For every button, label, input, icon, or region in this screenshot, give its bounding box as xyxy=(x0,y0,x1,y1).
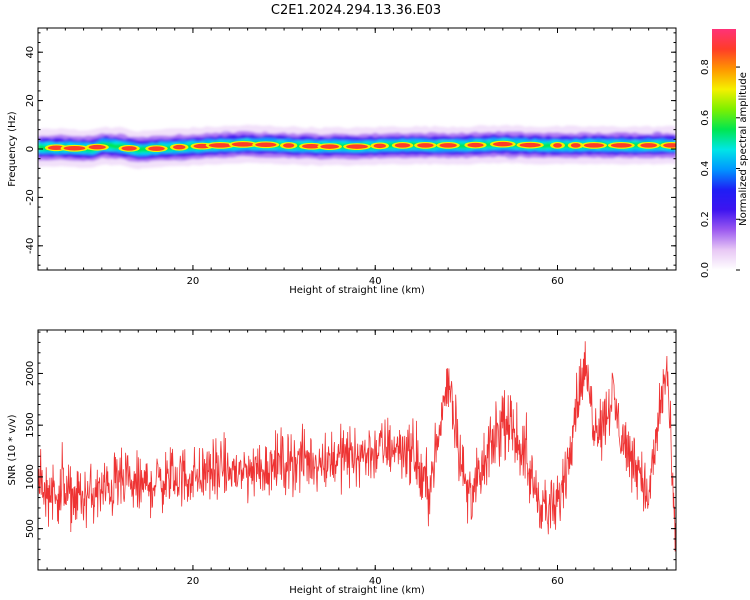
snr-y-tick-label: 2000 xyxy=(25,361,36,386)
colorbar-tick-label: 0.6 xyxy=(700,110,711,126)
spectrogram-y-tick-label: 40 xyxy=(25,46,36,59)
snr-y-tick-label: 500 xyxy=(25,519,36,538)
colorbar-tick-label: 0.4 xyxy=(700,161,711,177)
spectrogram-frame xyxy=(37,27,677,271)
spectrogram-hotspot xyxy=(373,143,386,149)
colorbar-ticks: 0.0 0.2 0.4 0.6 0.8 xyxy=(700,59,740,278)
spectrogram-hotspot xyxy=(519,142,541,148)
spectrogram-hotspot xyxy=(231,142,255,147)
spectrogram-hotspot xyxy=(63,145,86,151)
snr-x-tick-label: 60 xyxy=(551,576,564,587)
spectrogram-y-tick-label: -40 xyxy=(25,238,36,254)
snr-series-line xyxy=(38,341,676,554)
snr-frame xyxy=(37,329,677,571)
spectrogram-hotspot xyxy=(610,143,632,148)
spectrogram-hotspot xyxy=(417,143,434,148)
spectrogram-hotspot xyxy=(394,143,411,148)
spectrogram-hotspot xyxy=(439,143,457,148)
colorbar-tick-label: 0.2 xyxy=(700,211,711,227)
colorbar-tick-label: 0.8 xyxy=(700,59,711,75)
spectrogram-hotspot xyxy=(302,144,321,149)
colorbar: 0.0 0.2 0.4 0.6 0.8 Normalized spectral ampl… xyxy=(700,29,749,278)
spectrogram-hotspot xyxy=(570,143,581,148)
spectrogram-hotspot xyxy=(640,143,657,148)
spectrogram-x-tick-label: 20 xyxy=(187,276,200,287)
spectrogram-hotspot xyxy=(88,144,106,150)
spectrogram-hotspot xyxy=(467,142,484,148)
spectrogram-hotspot xyxy=(173,144,186,150)
snr-x-label: Height of straight line (km) xyxy=(289,585,425,596)
spectrogram-y-tick-label: -20 xyxy=(25,189,36,205)
spectrogram-hotspot xyxy=(346,144,368,149)
spectrogram-x-tick-label: 60 xyxy=(551,276,564,287)
snr-y-tick-label: 1000 xyxy=(25,464,36,489)
spectrogram-y-tick-label: 20 xyxy=(25,94,36,107)
colorbar-gradient xyxy=(712,29,736,270)
colorbar-label: Normalized spectral amplitude xyxy=(738,72,749,226)
spectrogram-x-tick-label: 40 xyxy=(369,276,382,287)
spectrogram-band xyxy=(38,124,676,170)
spectrogram-hotspot xyxy=(121,146,137,151)
spectrogram-hotspot xyxy=(492,141,513,147)
spectrogram-hotspot xyxy=(47,145,65,151)
spectrogram-hotspot xyxy=(553,143,562,148)
spectrogram-hotspot xyxy=(148,146,165,151)
colorbar-tick-label: 0.0 xyxy=(700,262,711,278)
spectrogram-y-tick-label: 0 xyxy=(25,146,36,152)
spectrogram-panel: 20 40 60 -40 -20 0 20 40 Height of straight lin… xyxy=(7,27,677,296)
spectrogram-hotspot xyxy=(283,143,295,148)
snr-panel: 20 40 60 500 1000 1500 2000 Height of straight… xyxy=(7,329,677,596)
snr-x-tick-label: 40 xyxy=(369,576,382,587)
spectrogram-hotspot xyxy=(583,143,604,148)
spectrogram-hotspot xyxy=(663,143,676,148)
snr-x-tick-label: 20 xyxy=(187,576,200,587)
spectrogram-x-label: Height of straight line (km) xyxy=(289,285,425,296)
spectrogram-hotspot xyxy=(255,142,277,148)
snr-y-tick-label: 1500 xyxy=(25,412,36,437)
chart-title: C2E1.2024.294.13.36.E03 xyxy=(271,3,441,18)
snr-y-label: SNR (10 * v/v) xyxy=(7,414,18,485)
spectrogram-hotspot xyxy=(320,144,339,149)
spectrogram-hotspot xyxy=(208,143,232,148)
spectrogram-y-label: Frequency (Hz) xyxy=(7,111,18,187)
